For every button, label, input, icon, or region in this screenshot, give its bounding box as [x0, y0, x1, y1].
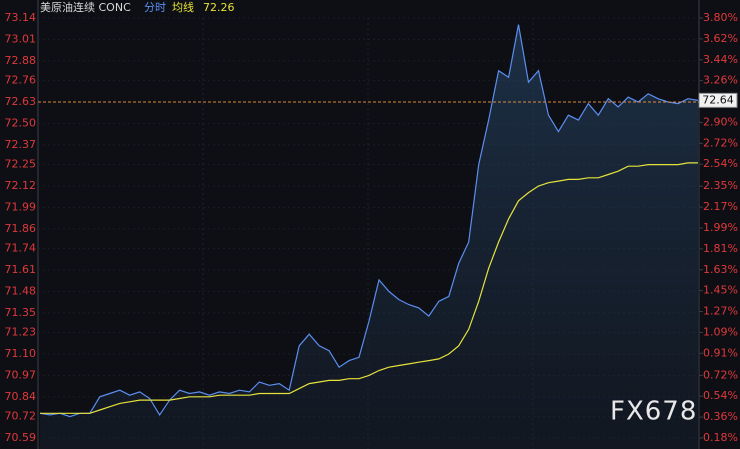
- y-tick-label: 71.23: [5, 326, 37, 339]
- y-tick-label: 71.61: [5, 263, 37, 276]
- y2-tick-label: 0.54%: [703, 389, 738, 402]
- y-tick-label: 71.86: [5, 222, 37, 235]
- y2-tick-label: 2.72%: [703, 136, 738, 149]
- y2-tick-label: 0.91%: [703, 346, 738, 359]
- y2-tick-label: 1.45%: [703, 284, 738, 297]
- line: [39, 24, 699, 418]
- y2-tick-label: 2.17%: [703, 200, 738, 213]
- y-tick-label: 73.14: [5, 11, 37, 24]
- y-tick-label: 72.25: [5, 158, 37, 171]
- y2-tick-label: 0.18%: [703, 431, 738, 444]
- legend-entry: 分时: [144, 1, 166, 14]
- legend-value: 72.26: [203, 1, 235, 14]
- y-tick-label: 72.63: [5, 95, 37, 108]
- y-tick-label: 71.48: [5, 284, 37, 297]
- y-tick-label: 73.01: [5, 32, 37, 45]
- y-tick-label: 72.88: [5, 54, 37, 67]
- y-tick-label: 70.84: [5, 390, 37, 403]
- y2-tick-label: 3.44%: [703, 53, 738, 66]
- y-tick-label: 71.35: [5, 306, 37, 319]
- y-tick-label: 70.72: [5, 410, 37, 423]
- chart-title: 美原油连续 CONC: [40, 0, 131, 14]
- y2-tick-label: 1.09%: [703, 325, 738, 338]
- y-tick-label: 71.10: [5, 347, 37, 360]
- y-tick-label: 72.76: [5, 74, 37, 87]
- y-tick-label: 70.97: [5, 368, 37, 381]
- legend-entry: 均线: [172, 0, 194, 14]
- y2-tick-label: 3.62%: [703, 32, 738, 45]
- y2-tick-label: 1.81%: [703, 242, 738, 255]
- watermark: FX678: [610, 397, 697, 427]
- y-tick-label: 72.50: [5, 116, 37, 129]
- y-tick-label: 71.99: [5, 200, 37, 213]
- y2-tick-label: 2.35%: [703, 179, 738, 192]
- y2-tick-label: 3.26%: [703, 74, 738, 87]
- y-tick-label: 70.59: [5, 431, 37, 444]
- y2-tick-label: 0.72%: [703, 368, 738, 381]
- y2-tick-label: 1.27%: [703, 305, 738, 318]
- price-tag: [698, 92, 738, 108]
- y2-tick-label: 2.54%: [703, 157, 738, 170]
- area: [40, 24, 698, 449]
- price-tag-label: 72.64: [702, 93, 734, 106]
- y2-tick-label: 3.80%: [703, 11, 738, 24]
- y-tick-label: 71.74: [5, 242, 37, 255]
- y-tick-label: 72.12: [5, 179, 37, 192]
- y2-tick-label: 1.63%: [703, 263, 738, 276]
- line: [40, 162, 698, 414]
- y2-tick-label: 2.90%: [703, 115, 738, 128]
- y-tick-label: 72.37: [5, 138, 37, 151]
- y2-tick-label: 0.36%: [703, 410, 738, 423]
- y2-tick-label: 1.99%: [703, 221, 738, 234]
